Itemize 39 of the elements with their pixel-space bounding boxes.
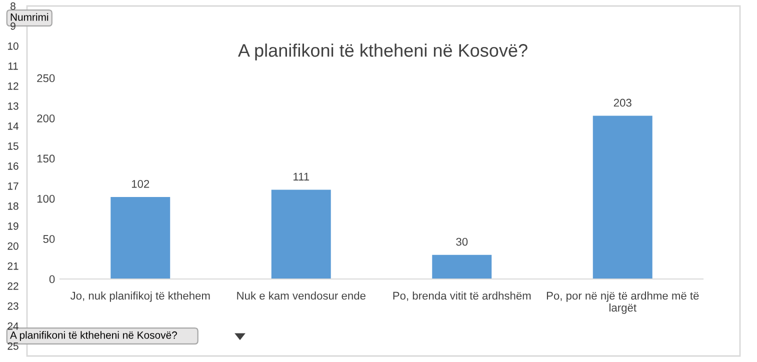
bar: [271, 190, 331, 279]
text: 9: [10, 22, 16, 30]
text: 20: [8, 242, 18, 250]
text: 22: [8, 282, 18, 290]
x-tick-label: Po, por në një të ardhme më të largët: [546, 292, 699, 314]
text: 18: [8, 202, 18, 210]
bar: [432, 254, 492, 279]
text: 8: [10, 2, 16, 10]
y-tick-label: 0: [49, 275, 55, 284]
chart-title: A planifikoni të ktheheni në Kosovë?: [238, 44, 528, 60]
y-tick-label: 50: [43, 235, 55, 243]
text: 21: [8, 262, 18, 270]
y-tick-label: 250: [37, 74, 55, 82]
text: 14: [8, 122, 18, 130]
y-tick-label: 100: [37, 194, 55, 203]
text: A planifikoni të ktheheni në Kosovë?: [10, 331, 177, 341]
text: 10: [8, 42, 18, 50]
y-tick-label: 200: [37, 114, 55, 122]
bar: [110, 196, 170, 279]
text: 12: [8, 82, 18, 90]
data-label: 30: [456, 238, 468, 246]
text: 16: [8, 162, 18, 170]
bar: [592, 116, 652, 279]
text: Numrimi: [10, 13, 48, 21]
x-tick-label: Nuk e kam vendosur ende: [237, 292, 366, 300]
data-label: 111: [294, 172, 310, 181]
text: 11: [8, 62, 18, 70]
text: 15: [8, 142, 18, 150]
text: 23: [8, 302, 18, 310]
text: 24: [8, 322, 18, 330]
x-tick-label: Jo, nuk planifikoj të kthehem: [70, 292, 210, 302]
y-tick-label: 150: [37, 154, 55, 163]
data-label: 102: [132, 180, 150, 188]
text: 19: [8, 222, 18, 230]
text: 25: [8, 342, 18, 350]
text: 13: [8, 102, 18, 110]
text: 17: [8, 182, 18, 190]
x-tick-label: Po, brenda vitit të ardhshëm: [393, 292, 531, 301]
data-label: 203: [614, 98, 632, 107]
